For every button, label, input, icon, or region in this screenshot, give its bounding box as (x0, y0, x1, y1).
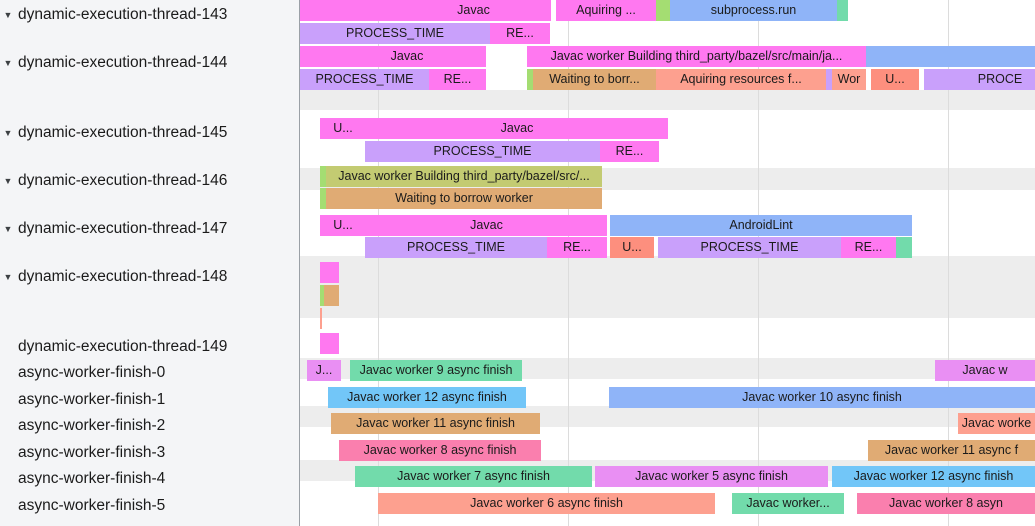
timeline-span[interactable] (320, 285, 324, 306)
timeline-span-labeled[interactable]: Javac worker Building third_party/bazel/… (527, 46, 866, 67)
timeline-span[interactable] (896, 237, 912, 258)
timeline-span[interactable] (527, 69, 533, 90)
timeline-span-labeled[interactable]: subprocess.run (670, 0, 837, 21)
track-label-text: async-worker-finish-1 (18, 391, 166, 408)
timeline-span-labeled[interactable]: Javac worker 9 async finish (350, 360, 522, 381)
triangle-down-icon[interactable]: ▼ (3, 271, 13, 282)
track-label-text: async-worker-finish-5 (18, 497, 166, 514)
track-label-text: dynamic-execution-thread-146 (18, 172, 228, 189)
timeline-span-labeled[interactable]: PROCESS_TIME (365, 237, 547, 258)
timeline-span-labeled[interactable]: Javac worker 11 async f (868, 440, 1035, 461)
track-label-dynamic-execution-thread-144[interactable]: ▼ dynamic-execution-thread-144 (0, 54, 228, 72)
timeline-span-labeled[interactable]: U... (320, 215, 366, 236)
timeline-span-labeled[interactable]: U... (610, 237, 654, 258)
triangle-down-icon[interactable]: ▼ (3, 223, 13, 234)
triangle-down-icon[interactable]: ▼ (3, 175, 13, 186)
timeline-span-labeled[interactable]: U... (320, 118, 366, 139)
timeline-span-labeled[interactable]: AndroidLint (610, 215, 912, 236)
timeline-span-labeled[interactable]: Javac worker 7 async finish (355, 466, 592, 487)
timeline-span[interactable] (300, 0, 396, 21)
track-label-text: dynamic-execution-thread-144 (18, 54, 228, 71)
track-label-text: dynamic-execution-thread-143 (18, 6, 228, 23)
timeline-span-labeled[interactable]: Javac worke (958, 413, 1035, 434)
time-gridline (378, 0, 379, 526)
timeline-span[interactable] (320, 166, 326, 187)
timeline-span-labeled[interactable]: Aquiring resources f... (656, 69, 826, 90)
timeline-span-labeled[interactable]: RE... (600, 141, 659, 162)
track-label-text: async-worker-finish-4 (18, 470, 166, 487)
timeline-span[interactable] (324, 285, 339, 306)
track-label-dynamic-execution-thread-145[interactable]: ▼ dynamic-execution-thread-145 (0, 124, 228, 142)
track-label-text: async-worker-finish-0 (18, 364, 166, 381)
timeline-span-labeled[interactable]: Javac worker 12 async finish (832, 466, 1035, 487)
track-label-text: dynamic-execution-thread-145 (18, 124, 228, 141)
timeline-span-labeled[interactable]: Javac worker... (732, 493, 844, 514)
time-gridline (568, 0, 569, 526)
timeline-span-labeled[interactable]: Javac worker Building third_party/bazel/… (326, 166, 602, 187)
timeline-span[interactable] (320, 262, 339, 283)
timeline-span[interactable] (320, 188, 326, 209)
time-gridline (948, 0, 949, 526)
track-label-column: ▼ dynamic-execution-thread-143 ▼ dynamic-ex… (0, 0, 300, 526)
triangle-down-icon[interactable]: ▼ (3, 127, 13, 138)
track-label-dynamic-execution-thread-146[interactable]: ▼ dynamic-execution-thread-146 (0, 172, 228, 190)
timeline-span[interactable] (826, 69, 832, 90)
timeline-span-labeled[interactable]: Javac worker 8 async finish (339, 440, 541, 461)
timeline-span[interactable] (320, 333, 339, 354)
track-label-async-worker-finish-3[interactable]: ▼async-worker-finish-3 (0, 444, 165, 462)
timeline-span[interactable] (866, 46, 1035, 67)
timeline-span-labeled[interactable]: PROCE (924, 69, 1035, 90)
timeline-span[interactable] (300, 46, 328, 67)
timeline-span-labeled[interactable]: Javac worker 12 async finish (328, 387, 526, 408)
timeline-span-labeled[interactable]: Waiting to borr... (533, 69, 656, 90)
triangle-down-icon[interactable]: ▼ (3, 57, 13, 68)
timeline-span-labeled[interactable]: Waiting to borrow worker (326, 188, 602, 209)
track-label-text: async-worker-finish-2 (18, 417, 166, 434)
timeline-canvas[interactable]: Javac Aquiring ... subprocess.run PROCESS_T… (300, 0, 1035, 526)
timeline-span-labeled[interactable]: RE... (547, 237, 607, 258)
timeline-span-labeled[interactable]: Javac (366, 215, 607, 236)
timeline-span-labeled[interactable]: Javac (328, 46, 486, 67)
timeline-span-labeled[interactable]: Javac worker 6 async finish (378, 493, 715, 514)
timeline-span-labeled[interactable]: Javac w (935, 360, 1035, 381)
timeline-span-labeled[interactable]: J... (307, 360, 341, 381)
timeline-span-labeled[interactable]: Wor (832, 69, 866, 90)
track-label-text: dynamic-execution-thread-148 (18, 268, 228, 285)
timeline-span-labeled[interactable]: Javac worker 5 async finish (595, 466, 828, 487)
track-label-async-worker-finish-2[interactable]: ▼async-worker-finish-2 (0, 417, 165, 435)
track-label-async-worker-finish-5[interactable]: ▼async-worker-finish-5 (0, 497, 165, 515)
timeline-span[interactable] (656, 0, 670, 21)
timeline-span-labeled[interactable]: PROCESS_TIME (365, 141, 600, 162)
row-background-stripe (300, 256, 1035, 318)
track-label-text: async-worker-finish-3 (18, 444, 166, 461)
timeline-span-labeled[interactable]: RE... (841, 237, 896, 258)
triangle-down-icon[interactable]: ▼ (3, 9, 13, 20)
track-label-text: dynamic-execution-thread-147 (18, 220, 228, 237)
track-label-async-worker-finish-0[interactable]: ▼async-worker-finish-0 (0, 364, 165, 382)
timeline-span-labeled[interactable]: U... (871, 69, 919, 90)
timeline-span[interactable] (320, 308, 322, 329)
timeline-span-labeled[interactable]: Javac worker 10 async finish (609, 387, 1035, 408)
timeline-span-labeled[interactable]: Javac worker 11 async finish (331, 413, 540, 434)
timeline-span[interactable] (837, 0, 848, 21)
timeline-span-labeled[interactable]: RE... (429, 69, 486, 90)
timeline-span-labeled[interactable]: Aquiring ... (556, 0, 656, 21)
timeline-span-labeled[interactable]: RE... (490, 23, 550, 44)
track-label-dynamic-execution-thread-148[interactable]: ▼ dynamic-execution-thread-148 (0, 268, 228, 286)
track-label-dynamic-execution-thread-147[interactable]: ▼ dynamic-execution-thread-147 (0, 220, 228, 238)
timeline-span-labeled[interactable]: Javac (366, 118, 668, 139)
track-label-async-worker-finish-4[interactable]: ▼async-worker-finish-4 (0, 470, 165, 488)
track-label-dynamic-execution-thread-149[interactable]: ▼dynamic-execution-thread-149 (0, 338, 227, 356)
row-background-stripe (300, 90, 1035, 110)
timeline-span-labeled[interactable]: Javac worker 8 asyn (857, 493, 1035, 514)
track-label-async-worker-finish-1[interactable]: ▼async-worker-finish-1 (0, 391, 165, 409)
timeline-span-labeled[interactable]: PROCESS_TIME (300, 23, 490, 44)
timeline-span-labeled[interactable]: PROCESS_TIME (658, 237, 841, 258)
timeline-span-labeled[interactable]: Javac (396, 0, 551, 21)
track-label-text: dynamic-execution-thread-149 (18, 338, 228, 355)
time-gridline (758, 0, 759, 526)
timeline-span-labeled[interactable]: PROCESS_TIME (300, 69, 429, 90)
track-label-dynamic-execution-thread-143[interactable]: ▼ dynamic-execution-thread-143 (0, 6, 228, 24)
